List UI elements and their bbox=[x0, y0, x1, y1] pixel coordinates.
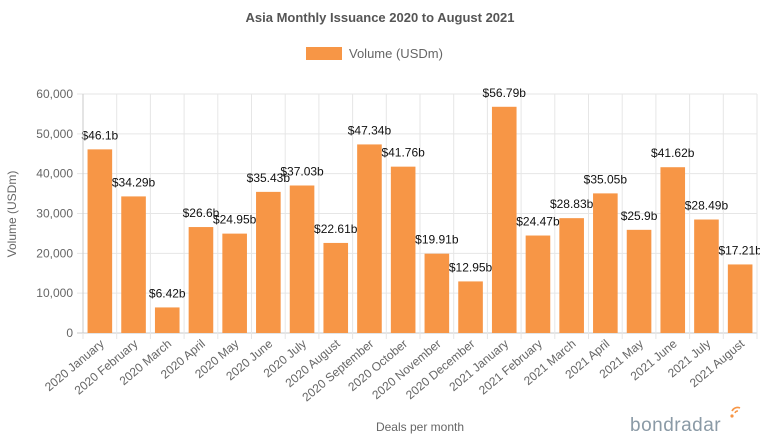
data-label: $17.21b bbox=[718, 243, 760, 257]
chart-title: Asia Monthly Issuance 2020 to August 202… bbox=[246, 10, 515, 25]
data-label: $6.42b bbox=[149, 286, 186, 300]
bar[interactable] bbox=[626, 229, 652, 333]
data-label: $28.49b bbox=[685, 199, 729, 213]
bar[interactable] bbox=[727, 264, 753, 333]
y-tick-label: 50,000 bbox=[36, 127, 73, 141]
data-label: $28.83b bbox=[550, 197, 594, 211]
legend-swatch bbox=[306, 47, 342, 60]
y-tick-label: 0 bbox=[66, 326, 73, 340]
data-label: $37.03b bbox=[280, 164, 324, 178]
y-tick-label: 60,000 bbox=[36, 87, 73, 101]
y-axis-label: Volume (USDm) bbox=[5, 171, 19, 258]
bar[interactable] bbox=[424, 253, 450, 333]
bar[interactable] bbox=[121, 196, 146, 333]
bar[interactable] bbox=[289, 185, 315, 333]
data-label: $19.91b bbox=[415, 233, 459, 247]
y-tick-label: 40,000 bbox=[36, 167, 73, 181]
brand-logo-text: bondradar bbox=[630, 415, 721, 436]
bar[interactable] bbox=[188, 227, 214, 333]
data-label: $24.47b bbox=[516, 215, 560, 229]
bar[interactable] bbox=[256, 191, 281, 333]
data-label: $25.9b bbox=[621, 209, 658, 223]
y-tick-label: 20,000 bbox=[36, 246, 73, 260]
data-label: $47.34b bbox=[348, 123, 392, 137]
x-axis-label: Deals per month bbox=[376, 420, 464, 434]
bars-layer: $46.1b$34.29b$6.42b$26.6b$24.95b$35.43b$… bbox=[81, 86, 760, 333]
data-label: $26.6b bbox=[183, 206, 220, 220]
grid-layer bbox=[77, 93, 758, 339]
bar[interactable] bbox=[222, 233, 247, 333]
bar[interactable] bbox=[458, 281, 483, 333]
bar[interactable] bbox=[559, 218, 584, 333]
y-tick-label: 10,000 bbox=[36, 286, 73, 300]
bar[interactable] bbox=[660, 167, 686, 333]
bar[interactable] bbox=[154, 307, 180, 333]
data-label: $35.43b bbox=[247, 171, 291, 185]
data-label: $35.05b bbox=[584, 172, 628, 186]
data-label: $41.62b bbox=[651, 146, 695, 160]
data-label: $46.1b bbox=[81, 128, 118, 142]
y-tick-label: 30,000 bbox=[36, 207, 73, 221]
bar[interactable] bbox=[694, 219, 719, 333]
data-label: $22.61b bbox=[314, 222, 358, 236]
bar[interactable] bbox=[323, 242, 349, 333]
brand-logo: bondradar bbox=[630, 406, 741, 436]
bar[interactable] bbox=[525, 235, 551, 333]
radar-icon bbox=[730, 406, 741, 418]
data-label: $24.95b bbox=[213, 213, 257, 227]
bar[interactable] bbox=[357, 144, 382, 333]
data-label: $34.29b bbox=[112, 175, 156, 189]
bar[interactable] bbox=[593, 193, 618, 333]
data-label: $41.76b bbox=[381, 146, 425, 160]
bar[interactable] bbox=[491, 106, 517, 333]
bar[interactable] bbox=[87, 149, 113, 333]
data-label: $12.95b bbox=[449, 260, 493, 274]
bar[interactable] bbox=[390, 166, 416, 333]
legend[interactable]: Volume (USDm) bbox=[306, 46, 443, 61]
data-label: $56.79b bbox=[483, 86, 527, 100]
legend-label: Volume (USDm) bbox=[349, 46, 443, 61]
